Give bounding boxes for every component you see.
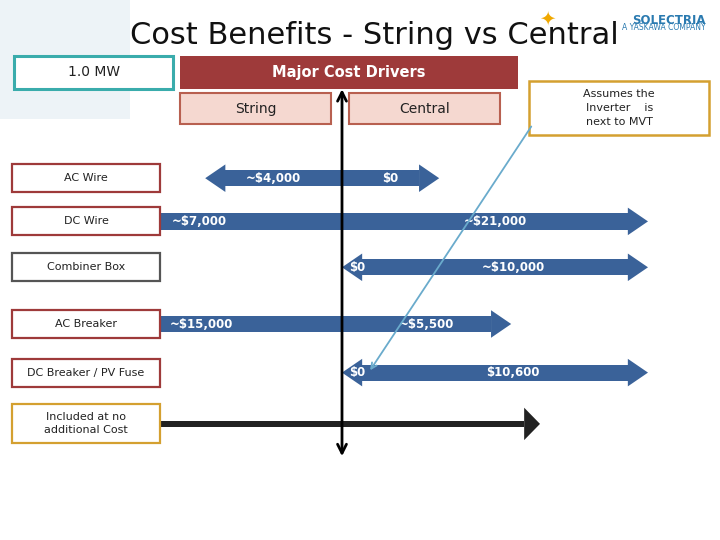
Bar [78, 213, 628, 230]
Text: DC Breaker / PV Fuse: DC Breaker / PV Fuse [27, 368, 145, 377]
Text: ~$5,500: ~$5,500 [399, 318, 454, 330]
Polygon shape [524, 408, 540, 440]
Polygon shape [61, 310, 81, 338]
Text: Combiner Box: Combiner Box [47, 262, 125, 272]
Text: ~$7,000: ~$7,000 [172, 215, 228, 228]
FancyBboxPatch shape [12, 207, 160, 235]
Text: AC Wire: AC Wire [64, 173, 108, 183]
Text: ~$15,000: ~$15,000 [170, 318, 233, 330]
FancyBboxPatch shape [12, 253, 160, 281]
Polygon shape [491, 310, 511, 338]
Bar [362, 259, 628, 275]
Text: Cost Benefits - String vs Central: Cost Benefits - String vs Central [130, 21, 618, 50]
Text: ~$10,000: ~$10,000 [482, 261, 544, 274]
Text: $0: $0 [349, 366, 366, 379]
Bar [225, 170, 419, 186]
Polygon shape [419, 164, 439, 192]
Text: Central: Central [400, 102, 450, 116]
Polygon shape [342, 254, 362, 281]
FancyBboxPatch shape [12, 310, 160, 338]
Polygon shape [126, 408, 142, 440]
Text: SOLECTRIA: SOLECTRIA [632, 14, 706, 26]
Text: $0: $0 [349, 261, 366, 274]
Text: $10,600: $10,600 [486, 366, 540, 379]
Text: Assumes the
Inverter    is
next to MVT: Assumes the Inverter is next to MVT [583, 89, 655, 127]
Text: Major Cost Drivers: Major Cost Drivers [272, 65, 426, 80]
Text: 1.0 MW: 1.0 MW [68, 65, 120, 79]
Text: ✦: ✦ [539, 9, 555, 29]
FancyBboxPatch shape [12, 359, 160, 387]
Text: $0: $0 [382, 172, 399, 185]
FancyBboxPatch shape [180, 56, 518, 89]
Polygon shape [628, 208, 648, 235]
Text: Included at no
additional Cost: Included at no additional Cost [44, 413, 128, 435]
FancyBboxPatch shape [12, 404, 160, 443]
FancyBboxPatch shape [180, 93, 331, 124]
Polygon shape [205, 164, 225, 192]
Text: DC Wire: DC Wire [63, 217, 109, 226]
Text: A YASKAWA COMPANY: A YASKAWA COMPANY [622, 23, 706, 32]
Text: ~$4,000: ~$4,000 [246, 172, 301, 185]
Text: ~$21,000: ~$21,000 [464, 215, 526, 228]
FancyBboxPatch shape [14, 56, 173, 89]
Polygon shape [58, 208, 78, 235]
FancyBboxPatch shape [529, 81, 709, 135]
Bar [362, 364, 628, 381]
Text: String: String [235, 102, 276, 116]
FancyBboxPatch shape [349, 93, 500, 124]
Polygon shape [342, 359, 362, 387]
Polygon shape [628, 359, 648, 387]
Text: AC Breaker: AC Breaker [55, 319, 117, 329]
Bar [142, 421, 524, 427]
Polygon shape [628, 254, 648, 281]
FancyBboxPatch shape [0, 0, 130, 119]
Bar [81, 316, 491, 332]
FancyBboxPatch shape [12, 164, 160, 192]
